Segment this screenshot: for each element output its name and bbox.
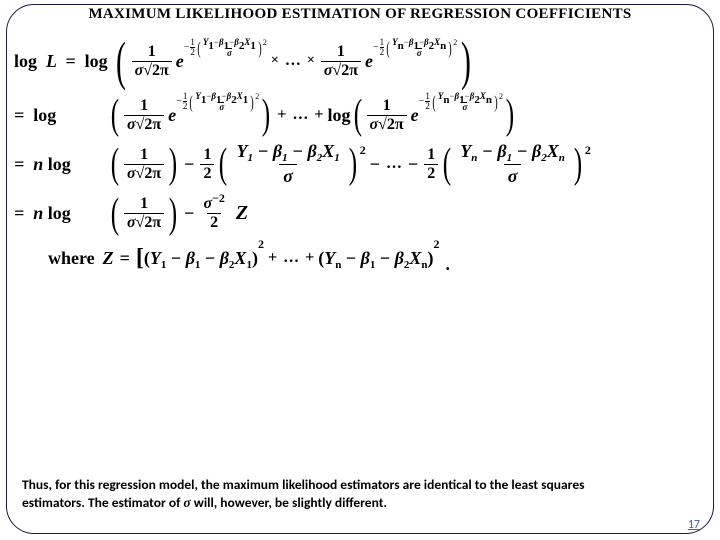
equation-block: log L = log ( 1 σ√2π e −12 ( Y1−β1−β2X1σ… bbox=[14, 34, 706, 278]
caption-line2b: will, however, be slightly different. bbox=[191, 494, 387, 511]
e-term: e bbox=[176, 51, 184, 72]
eq-row-4: = n log ( 1 σ√2π ) − σ−2 2 Z bbox=[14, 193, 706, 235]
where-label: where bbox=[48, 248, 95, 269]
frac-1-over-sigma-root2pi: 1 σ√2π bbox=[132, 44, 172, 79]
caption-sigma: σ bbox=[183, 495, 190, 510]
exp-1: −12 ( Y1−β1−β2X1σ )2 bbox=[184, 37, 267, 58]
slide-title: MAXIMUM LIKELIHOOD ESTIMATION OF REGRESS… bbox=[0, 6, 720, 23]
open-bracket: [ bbox=[136, 245, 144, 272]
eq-row-3: = n log ( 1 σ√2π ) − 12 ( Y1 − β1 − β2X1… bbox=[14, 142, 706, 187]
eq1-lhs: log L = log bbox=[14, 51, 108, 72]
eq-row-1: log L = log ( 1 σ√2π e −12 ( Y1−β1−β2X1σ… bbox=[14, 34, 706, 88]
slide-caption: Thus, for this regression model, the max… bbox=[22, 476, 698, 512]
eq-row-where: where Z = [ (Y1 − β1 − β2X1)2 + … + (Yn … bbox=[14, 245, 706, 272]
caption-line2a: estimators. The estimator of bbox=[22, 494, 183, 511]
page-number: 17 bbox=[688, 518, 700, 532]
caption-line1: Thus, for this regression model, the max… bbox=[22, 476, 585, 493]
lparen: ( bbox=[116, 34, 126, 88]
eq-row-2: = log ( 1 σ√2π e −12 ( Y1−β1−β2X1σ )2 ) … bbox=[14, 94, 706, 136]
Z-term: Z bbox=[236, 202, 248, 225]
